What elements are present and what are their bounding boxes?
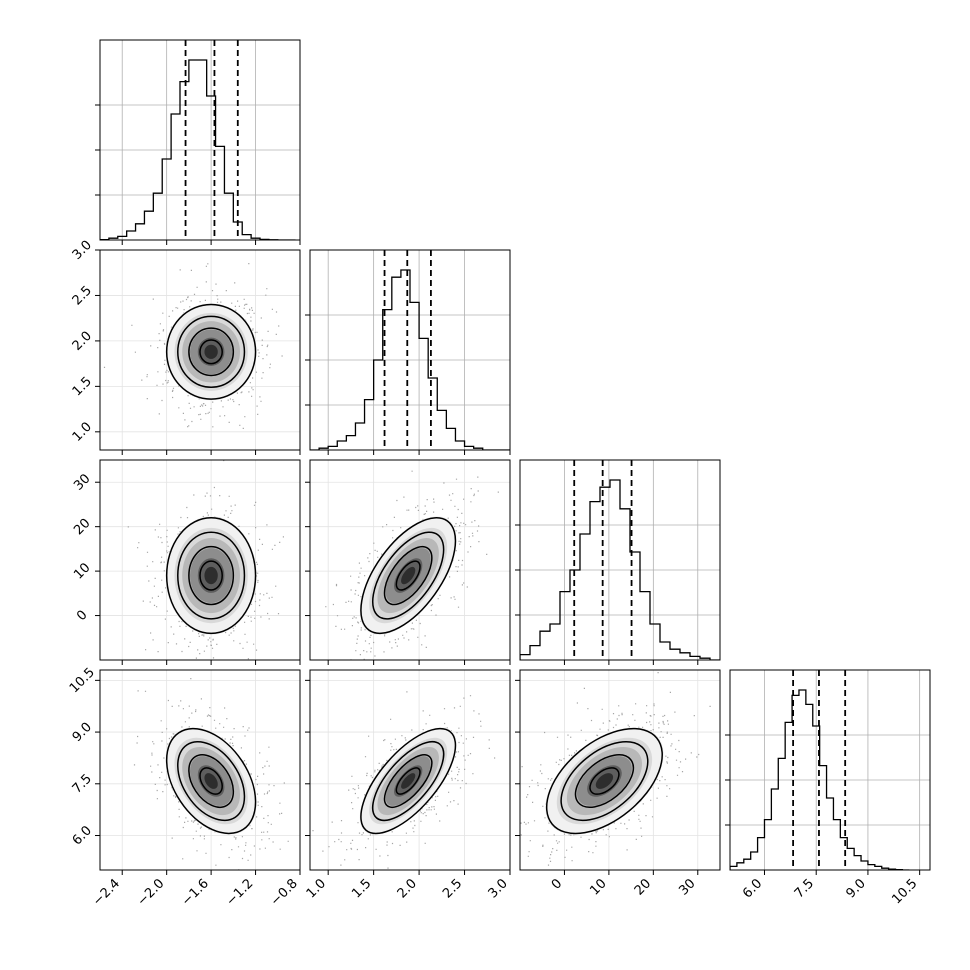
scatter-panel-2-3 (309, 459, 511, 661)
y-tick-label-2-2: 1.5 (70, 374, 95, 399)
x-tick-label-1-3: −1.6 (179, 876, 212, 909)
contour-line-4 (360, 517, 457, 635)
x-tick-label-2-1: 1.0 (304, 876, 329, 901)
contour-line-4 (360, 727, 457, 835)
contour-line-1 (589, 767, 620, 795)
x-tick-label-3-3: 20 (632, 876, 654, 898)
contour-line-2 (383, 754, 433, 808)
hist-frame-4 (729, 669, 931, 871)
hist-panel-1 (95, 39, 301, 241)
histogram-1 (100, 59, 296, 240)
x-tick-label-2-3: 2.0 (395, 876, 420, 901)
contour-line-3 (371, 740, 445, 822)
y-tick-label-2-1: 1.0 (70, 420, 95, 445)
contour-line-2 (188, 545, 235, 606)
y-tick-label-4-1: 6.0 (70, 823, 95, 848)
panel-frame (309, 459, 511, 661)
scatter-panel-3-4 (519, 669, 721, 871)
contour-line-4 (165, 517, 257, 635)
contour-line-3 (177, 315, 246, 389)
y-tick-label-2-3: 2.0 (70, 329, 95, 354)
x-tick-label-3-2: 10 (587, 876, 609, 898)
y-tick-label-3-1: 0 (74, 608, 90, 624)
contour-line-3 (560, 740, 649, 822)
x-tick-label-4-3: 9.0 (844, 876, 869, 901)
hist-panel-2 (305, 249, 511, 451)
density-level-6 (595, 773, 614, 789)
panel-frame (99, 249, 301, 451)
hist-frame-3 (519, 459, 721, 661)
y-tick-label-2-5: 3.0 (70, 238, 95, 263)
y-tick-label-4-3: 9.0 (70, 720, 95, 745)
contour-line-1 (199, 560, 223, 591)
contour-line-1 (199, 339, 223, 365)
contour-line-1 (199, 767, 223, 795)
contour-line-2 (188, 327, 235, 377)
histogram-2 (310, 269, 510, 450)
x-tick-label-1-4: −1.2 (223, 876, 256, 909)
x-tick-label-3-4: 30 (676, 876, 698, 898)
y-tick-label-3-2: 10 (71, 560, 93, 582)
y-tick-label-4-4: 10.5 (67, 665, 98, 696)
contour-line-4 (545, 727, 663, 835)
x-tick-label-2-5: 3.0 (486, 876, 511, 901)
contour-line-3 (371, 531, 445, 620)
panel-frame (99, 459, 301, 661)
density-level-6 (204, 773, 218, 789)
panel-frame (519, 669, 721, 871)
panel-frame (99, 669, 301, 871)
hist-frame-1 (99, 39, 301, 241)
x-tick-label-1-5: −0.8 (268, 876, 301, 909)
contour-line-2 (188, 754, 235, 808)
scatter-panel-2-4 (309, 669, 511, 871)
x-tick-label-2-2: 1.5 (349, 876, 374, 901)
y-tick-label-3-4: 30 (71, 471, 93, 493)
contour-line-4 (165, 303, 257, 400)
contour-line-3 (177, 740, 246, 822)
contour-line-4 (165, 727, 257, 835)
density-level-6 (401, 773, 416, 789)
density-level-6 (401, 566, 416, 585)
panel-frame (309, 669, 511, 871)
y-tick-label-3-3: 20 (71, 516, 93, 538)
histogram-3 (520, 479, 720, 660)
density-level-6 (204, 566, 218, 585)
contour-line-2 (574, 754, 635, 808)
contour-line-2 (383, 545, 433, 606)
y-tick-label-2-4: 2.5 (70, 283, 95, 308)
hist-frame-2 (309, 249, 511, 451)
y-tick-label-4-2: 7.5 (70, 772, 95, 797)
scatter-panel-1-3 (99, 459, 301, 661)
x-tick-label-3-1: 0 (549, 876, 565, 892)
scatter-panel-1-4 (99, 669, 301, 871)
x-tick-label-4-4: 10.5 (889, 876, 920, 907)
x-tick-label-1-1: −2.4 (90, 876, 123, 909)
x-tick-label-2-4: 2.5 (440, 876, 465, 901)
contour-line-1 (395, 767, 421, 795)
x-tick-label-4-1: 6.0 (740, 876, 765, 901)
contour-line-3 (177, 531, 246, 620)
contour-line-1 (395, 560, 421, 591)
density-level-6 (204, 344, 218, 359)
hist-panel-3 (515, 459, 721, 661)
x-tick-label-1-2: −2.0 (135, 876, 168, 909)
scatter-panel-1-2 (99, 249, 301, 451)
hist-panel-4 (725, 669, 931, 871)
x-tick-label-4-2: 7.5 (792, 876, 817, 901)
